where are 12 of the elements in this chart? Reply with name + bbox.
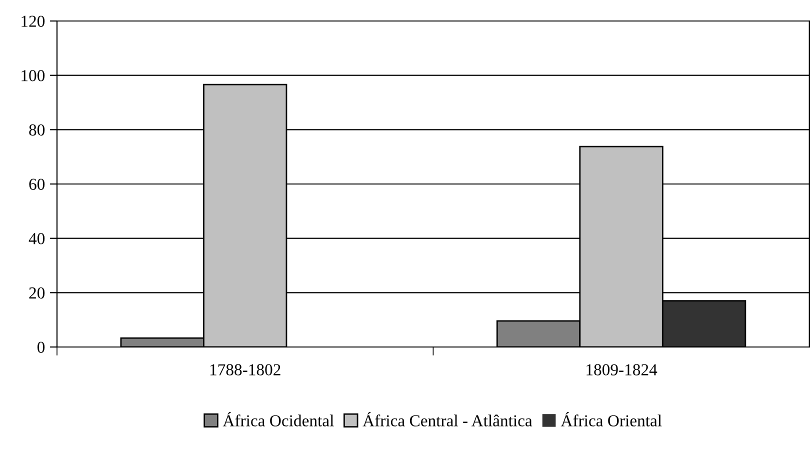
- legend-label: África Central - Atlântica: [362, 412, 532, 426]
- y-tick-label: 100: [22, 70, 45, 82]
- y-tick-label: 40: [28, 233, 45, 244]
- x-tick-label: 1809-1824: [586, 364, 658, 376]
- x-tick-label: 1788-1802: [210, 364, 280, 376]
- y-tick-label: 20: [29, 287, 45, 299]
- y-tick-label: 80: [29, 124, 45, 136]
- legend-label: África Ocidental: [222, 412, 334, 426]
- y-tick-label: 60: [29, 178, 45, 190]
- y-tick-label: 120: [22, 16, 45, 27]
- y-tick-label: 0: [37, 342, 45, 353]
- legend-label: África Oriental: [560, 412, 662, 426]
